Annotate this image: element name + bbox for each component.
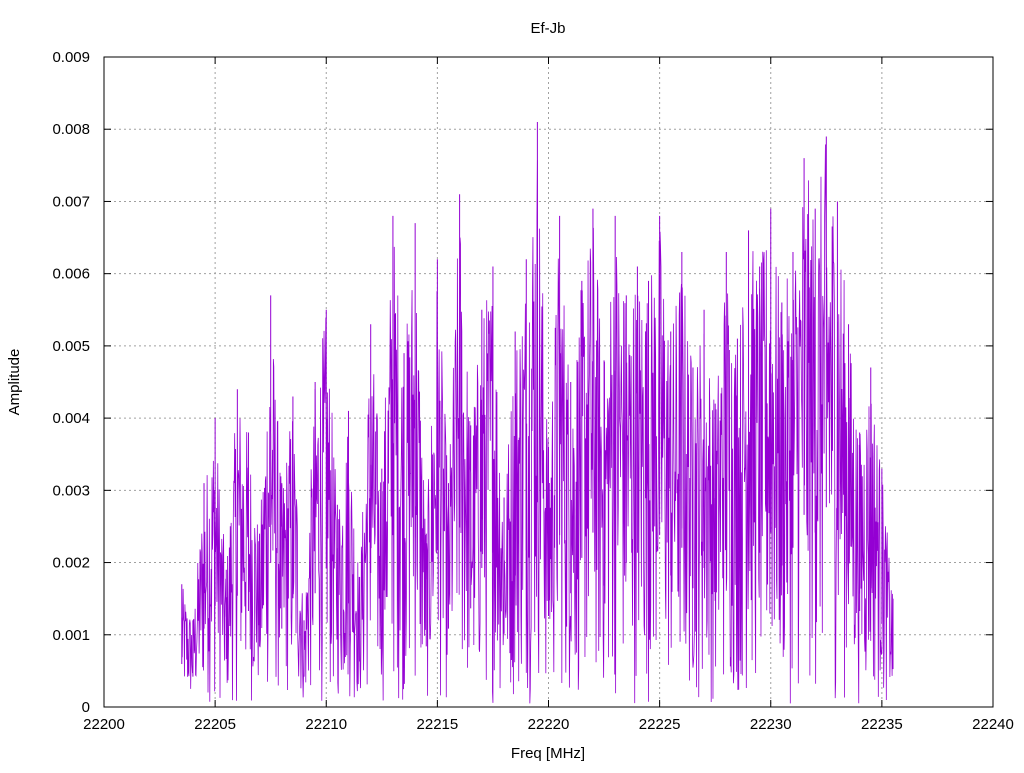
y-tick-label: 0.004 [52, 410, 90, 427]
chart-title: Ef-Jb [530, 20, 565, 37]
y-tick-label: 0.002 [52, 555, 90, 572]
x-axis-label: Freq [MHz] [511, 745, 585, 762]
x-tick-label: 22240 [972, 716, 1014, 733]
y-tick-label: 0.005 [52, 338, 90, 355]
x-tick-label: 22220 [528, 716, 570, 733]
y-tick-label: 0.009 [52, 49, 90, 66]
axis-ticks: 22200 22205 22210 22215 22220 22225 22230 22235… [52, 49, 1013, 733]
y-tick-label: 0.003 [52, 482, 90, 499]
x-tick-label: 22210 [305, 716, 347, 733]
y-tick-label: 0 [82, 699, 90, 716]
x-tick-label: 22225 [639, 716, 681, 733]
y-tick-label: 0.001 [52, 627, 90, 644]
x-tick-label: 22205 [194, 716, 236, 733]
plot-area [181, 122, 894, 704]
x-tick-label: 22215 [417, 716, 459, 733]
y-tick-label: 0.007 [52, 193, 90, 210]
x-tick-label: 22200 [83, 716, 125, 733]
y-tick-label: 0.006 [52, 266, 90, 283]
y-tick-label: 0.008 [52, 121, 90, 138]
x-tick-label: 22230 [750, 716, 792, 733]
y-axis-label: Amplitude [6, 349, 23, 416]
x-tick-label: 22235 [861, 716, 903, 733]
